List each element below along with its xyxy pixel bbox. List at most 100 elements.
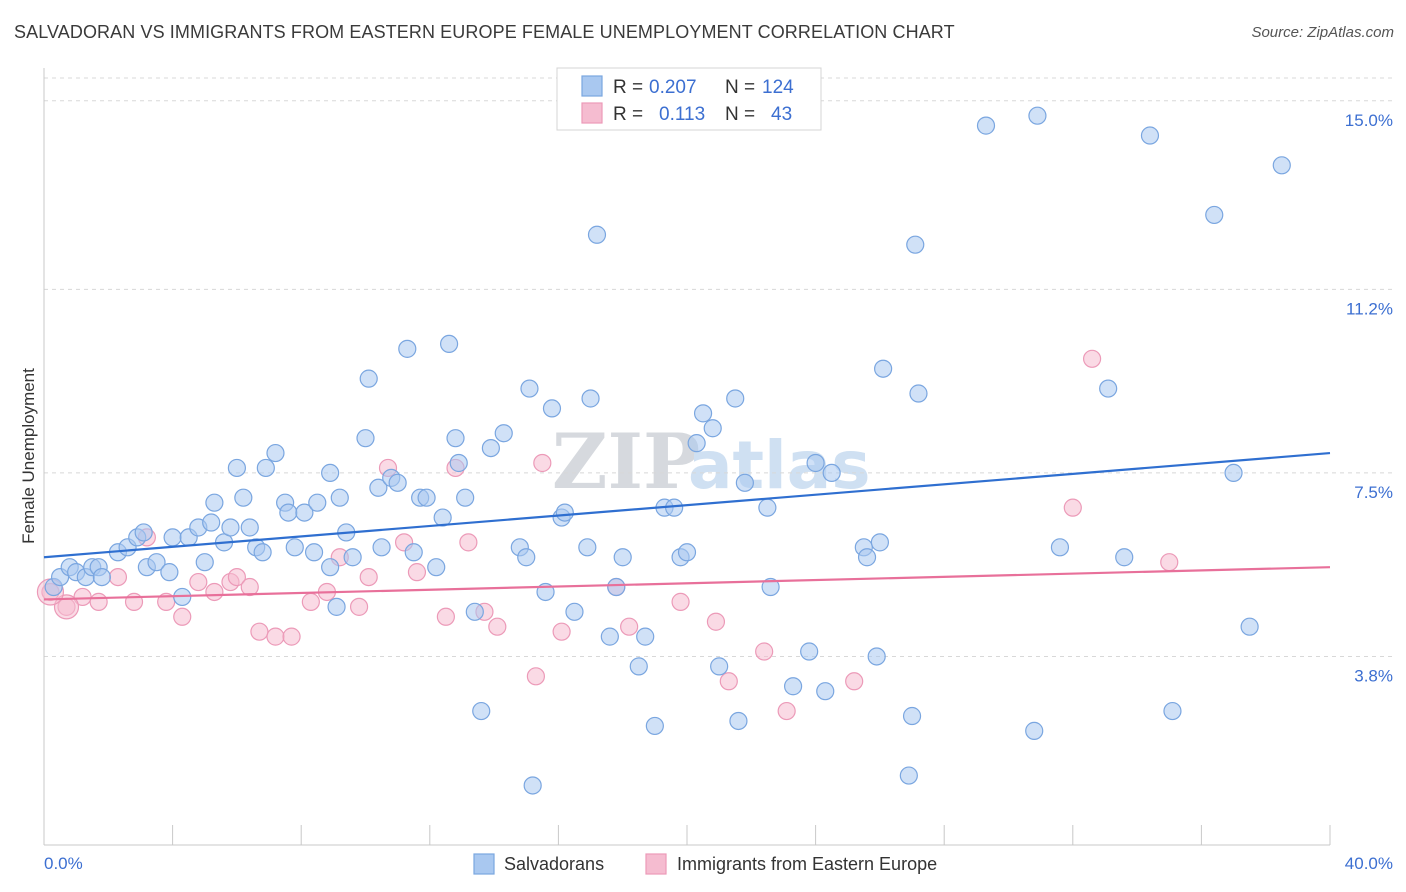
legend-swatch-immigrants <box>581 102 603 124</box>
salvadorans-point <box>874 359 893 378</box>
immigrants-point <box>488 617 507 636</box>
salvadorans-point <box>600 627 619 646</box>
salvadorans-point <box>404 543 423 562</box>
salvadorans-point <box>472 701 491 721</box>
bottom-legend-label-salvadorans: Salvadorans <box>504 854 604 874</box>
x-tick-label-min: 0.0% <box>44 854 83 873</box>
legend-n-value: 124 <box>762 77 794 98</box>
trend-lines <box>43 451 1331 601</box>
salvadorans-point <box>92 567 111 587</box>
salvadorans-point <box>304 543 324 562</box>
immigrants-point <box>282 627 301 646</box>
immigrants-point <box>845 672 864 691</box>
immigrants-point <box>240 577 259 597</box>
salvadorans-point <box>726 389 745 408</box>
salvadorans-point <box>1050 538 1070 557</box>
immigrants-point <box>173 607 192 626</box>
immigrants-points <box>36 349 1179 721</box>
salvadorans-point <box>645 716 664 736</box>
salvadorans-point <box>446 429 465 448</box>
source-credit: Source: ZipAtlas.com <box>1251 24 1394 41</box>
salvadorans-point <box>636 627 655 646</box>
x-tick-label-max: 40.0% <box>1345 854 1393 873</box>
bottom-legend: Salvadorans Immigrants from Eastern Euro… <box>473 853 937 875</box>
salvadorans-points <box>44 106 1291 795</box>
immigrants-point <box>301 592 320 611</box>
salvadorans-point <box>906 235 925 254</box>
immigrants-point <box>719 672 738 691</box>
legend-r-label: R = <box>613 104 643 125</box>
salvadorans-point <box>398 339 417 358</box>
salvadorans-point <box>613 548 632 567</box>
immigrants-point <box>205 582 224 602</box>
legend-swatch-salvadorans <box>581 75 603 97</box>
salvadorans-point <box>857 548 877 567</box>
bottom-legend-label-immigrants: Immigrants from Eastern Europe <box>677 854 937 874</box>
legend-r-value: 0.113 <box>659 104 705 125</box>
salvadorans-point <box>710 657 729 676</box>
immigrants-point <box>1082 349 1102 368</box>
immigrants-point <box>227 567 246 587</box>
salvadorans-point <box>1028 106 1047 125</box>
salvadorans-point <box>388 473 407 492</box>
salvadorans-point <box>1224 463 1243 483</box>
salvadorans-point <box>266 443 285 463</box>
salvadorans-point <box>163 528 182 547</box>
salvadorans-point <box>687 434 706 453</box>
immigrants-point <box>89 592 108 611</box>
salvadorans-point <box>1115 548 1134 567</box>
salvadorans-point <box>134 523 153 542</box>
salvadorans-point <box>205 493 224 512</box>
bottom-legend-swatch-salvadorans <box>473 853 495 875</box>
immigrants-point <box>407 563 427 582</box>
salvadorans-point <box>256 458 275 478</box>
salvadorans-point <box>234 488 253 507</box>
salvadorans-point <box>517 548 536 567</box>
watermark-atlas: atlas <box>688 427 871 504</box>
legend-n-value: 43 <box>771 104 792 125</box>
salvadorans-point <box>330 488 349 507</box>
salvadorans-point <box>427 558 446 577</box>
salvadorans-point <box>439 334 459 354</box>
immigrants-point <box>533 453 552 473</box>
salvadorans-point <box>481 438 500 458</box>
immigrants-point <box>189 572 208 592</box>
salvadorans-point <box>1272 156 1291 175</box>
y-tick-label: 11.2% <box>1346 299 1393 318</box>
top-legend: R = 0.207 N = 124 R = 0.113 N = 43 <box>556 67 822 131</box>
salvadorans-point <box>607 577 626 597</box>
salvadorans-point <box>581 389 600 408</box>
salvadorans-point <box>542 399 562 418</box>
salvadorans-point <box>433 508 452 527</box>
salvadorans-point <box>629 657 648 676</box>
bottom-legend-swatch-immigrants <box>645 853 667 875</box>
salvadorans-point <box>729 711 748 731</box>
salvadorans-point <box>221 518 240 537</box>
salvadorans-point <box>253 543 272 562</box>
salvadorans-point <box>227 458 246 478</box>
salvadorans-point <box>195 553 214 572</box>
salvadorans-point <box>800 642 819 661</box>
legend-r-label: R = <box>613 77 643 98</box>
y-tick-labels: 3.8% 7.5% 11.2% 15.0% <box>1345 111 1393 686</box>
immigrants-point <box>552 622 571 641</box>
salvadorans-point <box>285 538 304 557</box>
salvadorans-point <box>321 463 340 483</box>
salvadorans-point <box>1240 617 1259 636</box>
legend-n-label: N = <box>725 104 755 125</box>
salvadorans-point <box>369 478 388 497</box>
y-axis-title: Female Unemployment <box>19 368 38 544</box>
salvadorans-point <box>899 766 918 785</box>
salvadorans-point <box>1140 126 1160 145</box>
salvadorans-point <box>327 597 346 616</box>
salvadorans-point <box>343 548 362 567</box>
immigrants-point <box>250 622 269 641</box>
salvadorans-point <box>578 538 597 557</box>
immigrants-trend-line <box>43 566 1331 601</box>
salvadorans-point <box>372 538 391 557</box>
salvadorans-point <box>783 677 803 696</box>
salvadorans-point <box>1205 205 1224 225</box>
salvadorans-point <box>693 404 713 423</box>
y-tick-label: 15.0% <box>1345 111 1393 130</box>
salvadorans-point <box>677 543 697 562</box>
